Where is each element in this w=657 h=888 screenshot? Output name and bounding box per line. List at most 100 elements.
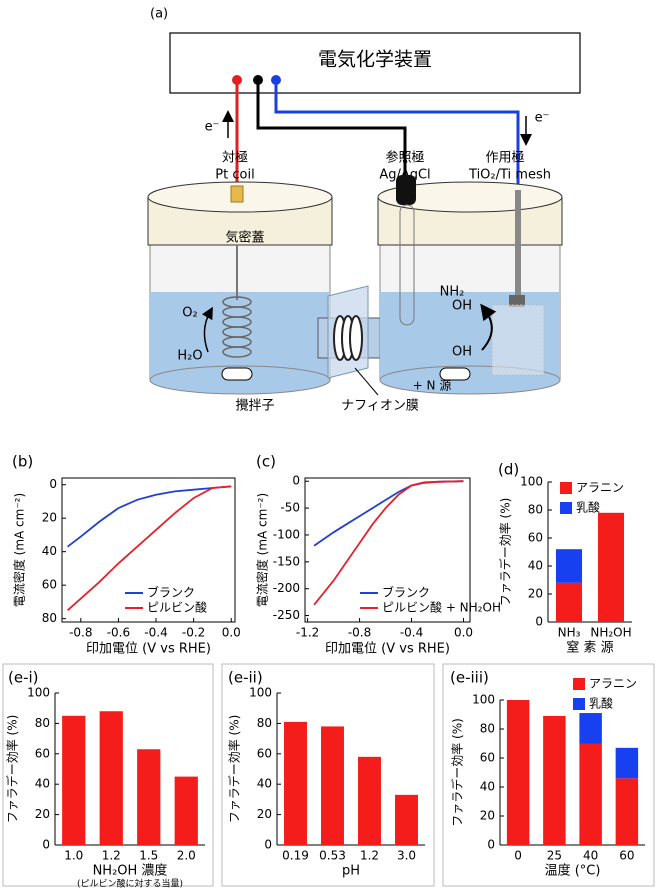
x-tick-label: NH₃ xyxy=(558,626,581,640)
y-tick-label: 80 xyxy=(257,716,272,730)
x-tick-label: 0.53 xyxy=(319,849,346,863)
y-tick-label: 60 xyxy=(528,531,543,545)
x-tick-label: 1.5 xyxy=(139,849,158,863)
x-tick-label: -0.4 xyxy=(400,626,423,640)
y-tick-label: -100 xyxy=(273,527,300,541)
terminal xyxy=(271,75,281,85)
x-axis-label: 温度 (°C) xyxy=(545,863,601,879)
x-tick-label: 40 xyxy=(583,849,598,863)
y-tick-label: -50 xyxy=(280,501,300,515)
y-axis-label: 電流密度 (mA cm⁻²) xyxy=(12,493,27,607)
y-axis-label: ファラデー効率 (%) xyxy=(5,715,20,824)
bar xyxy=(556,583,582,622)
y-tick-label: 0 xyxy=(42,838,50,852)
counter-electrode xyxy=(231,186,243,202)
y-tick-label: 60 xyxy=(35,746,50,760)
y-tick-label: 80 xyxy=(480,722,495,736)
y-tick-label: 100 xyxy=(249,686,272,700)
y-tick-label: 60 xyxy=(480,751,495,765)
legend-label: ブランク xyxy=(382,585,430,600)
bar xyxy=(175,777,198,845)
membrane-label: ナフィオン膜 xyxy=(341,399,419,414)
y-tick-label: 80 xyxy=(42,611,57,625)
x-tick-label: -1.2 xyxy=(296,626,319,640)
x-tick-label: -0.8 xyxy=(348,626,371,640)
species-label: H₂O xyxy=(177,349,202,364)
y-tick-label: 20 xyxy=(480,809,495,823)
y-tick-label: 80 xyxy=(35,716,50,730)
x-tick-label: 0.0 xyxy=(454,626,473,640)
panel-label: (c) xyxy=(256,453,276,471)
y-tick-label: 40 xyxy=(528,559,543,573)
legend-swatch xyxy=(573,698,585,710)
x-tick-label: NH₂OH xyxy=(590,626,631,640)
x-tick-label: 0.19 xyxy=(282,849,309,863)
electrode-label: 参照極 xyxy=(385,150,424,166)
panel-label: (e-i) xyxy=(8,669,39,687)
x-axis-label: pH xyxy=(342,864,360,879)
diagram: (a) 電気化学装置 e⁻ e⁻ 対極 Pt coil 参照極 Ag/AgCl … xyxy=(148,7,580,414)
figure: (a) 電気化学装置 e⁻ e⁻ 対極 Pt coil 参照極 Ag/AgCl … xyxy=(0,0,657,888)
x-tick-label: 1.2 xyxy=(102,849,121,863)
electrode-label: TiO₂/Ti mesh xyxy=(468,168,551,183)
panel-label: (d) xyxy=(498,461,519,479)
stir-bar xyxy=(222,368,252,380)
mesh xyxy=(492,305,544,375)
panel-label: (b) xyxy=(12,453,33,471)
x-tick-label: -0.6 xyxy=(107,626,130,640)
species-label: OH xyxy=(452,299,472,314)
pointer xyxy=(355,368,378,395)
bar xyxy=(616,778,638,845)
terminal xyxy=(232,75,242,85)
y-axis-label: 電流密度 (mA cm⁻²) xyxy=(255,493,270,607)
bar xyxy=(556,549,582,583)
working-electrode xyxy=(515,190,521,295)
species-label: O₂ xyxy=(182,306,197,321)
y-tick-label: 20 xyxy=(257,807,272,821)
y-tick-label: 60 xyxy=(257,746,272,760)
x-tick-label: 2.0 xyxy=(177,849,196,863)
y-tick-label: 20 xyxy=(35,807,50,821)
species-label: OH xyxy=(452,345,472,360)
x-axis-label: 印加電位 (V vs RHE) xyxy=(325,642,450,657)
x-tick-label: 1.0 xyxy=(64,849,83,863)
electrode-label: Pt coil xyxy=(215,168,254,183)
panel-label: (a) xyxy=(150,7,168,22)
x-axis-label: 窒 素 源 xyxy=(566,640,613,656)
y-tick-label: -200 xyxy=(273,581,300,595)
y-tick-label: 40 xyxy=(35,777,50,791)
x-tick-label: 60 xyxy=(619,849,634,863)
y-tick-label: 0 xyxy=(49,477,57,491)
y-tick-label: 20 xyxy=(528,587,543,601)
bar xyxy=(598,513,624,622)
y-tick-label: 20 xyxy=(42,511,57,525)
legend-label: ブランク xyxy=(147,585,195,600)
species-label: + N 源 xyxy=(413,379,452,393)
y-axis-label: ファラデー効率 (%) xyxy=(498,498,513,607)
y-tick-label: 100 xyxy=(520,475,543,489)
y-tick-label: 40 xyxy=(42,544,57,558)
x-tick-label: -0.2 xyxy=(182,626,205,640)
x-axis-label: NH₂OH 濃度 xyxy=(93,863,168,879)
bar xyxy=(395,795,418,845)
species-label: NH₂ xyxy=(440,285,465,300)
stirrer-label: 攪拌子 xyxy=(235,399,274,414)
bar xyxy=(358,757,381,845)
panel-label: (e-ii) xyxy=(228,669,263,687)
x-tick-label: 25 xyxy=(547,849,562,863)
bar xyxy=(507,700,529,845)
bar xyxy=(100,711,123,845)
legend-swatch xyxy=(560,502,572,514)
electron-label: e⁻ xyxy=(535,111,550,126)
electrode-label: 作用極 xyxy=(485,150,524,166)
y-tick-label: 0 xyxy=(487,838,495,852)
y-axis-label: ファラデー効率 (%) xyxy=(227,715,242,824)
legend-label: アラニン xyxy=(589,677,637,691)
line xyxy=(314,481,463,546)
line xyxy=(68,486,232,546)
y-tick-label: 60 xyxy=(42,578,57,592)
legend-label: ピルビン酸 + NH₂OH xyxy=(382,600,501,615)
legend-label: 乳酸 xyxy=(589,696,613,711)
x-tick-label: 0.0 xyxy=(222,626,241,640)
legend-label: ピルビン酸 xyxy=(147,600,207,615)
